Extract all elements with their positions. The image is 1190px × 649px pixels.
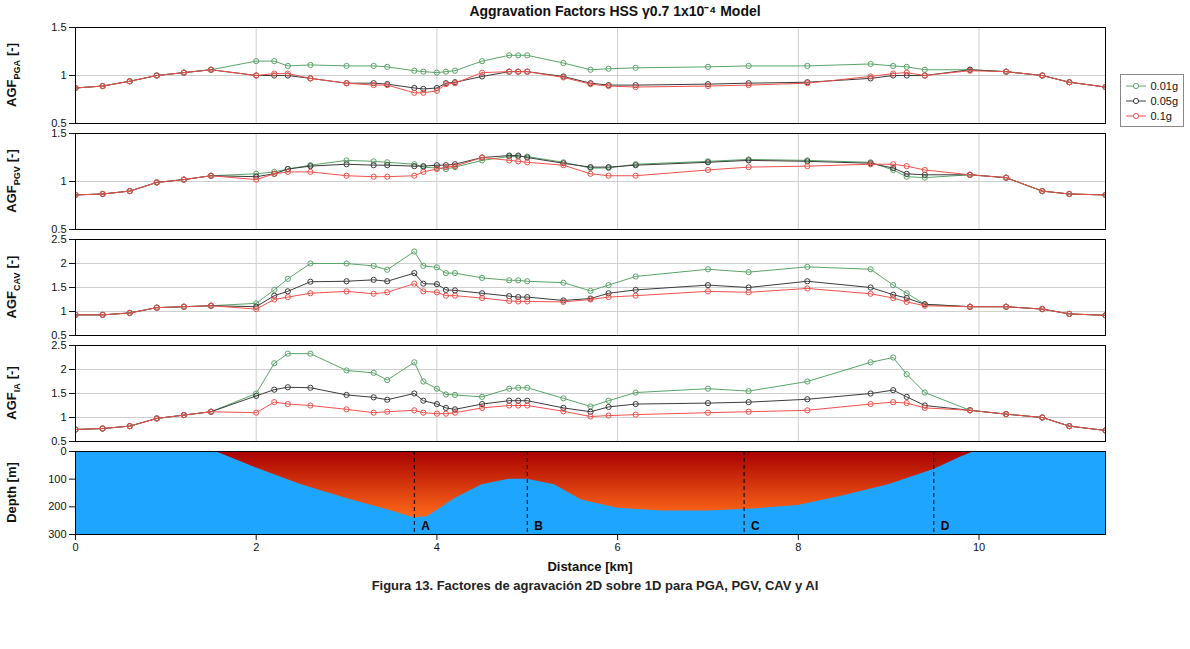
svg-text:0.5: 0.5	[51, 223, 66, 234]
svg-text:1: 1	[60, 69, 66, 81]
svg-text:2: 2	[60, 257, 66, 269]
svg-text:AGFPGA[-]: AGFPGA[-]	[4, 43, 22, 107]
svg-text:1.5: 1.5	[51, 128, 66, 139]
svg-text:C: C	[751, 519, 760, 533]
svg-text:2: 2	[253, 541, 259, 553]
svg-text:0.5: 0.5	[51, 117, 66, 128]
svg-text:AGFIA[-]: AGFIA[-]	[4, 366, 22, 419]
svg-text:1: 1	[60, 175, 66, 187]
svg-text:6: 6	[615, 541, 621, 553]
svg-text:2.5: 2.5	[51, 340, 66, 351]
svg-text:1: 1	[60, 305, 66, 317]
svg-text:1.5: 1.5	[51, 281, 66, 293]
svg-text:4: 4	[434, 541, 440, 553]
svg-text:8: 8	[795, 541, 801, 553]
svg-text:0.5: 0.5	[51, 329, 66, 340]
svg-text:D: D	[941, 519, 950, 533]
svg-text:200: 200	[48, 500, 66, 512]
svg-text:1.5: 1.5	[51, 22, 66, 33]
html-text:Aggravation Factors HSS γ0.7 1: Aggravation Factors HSS γ0.7 1x10⁻⁴ Mode…	[469, 3, 761, 19]
svg-text:1.5: 1.5	[51, 387, 66, 399]
svg-text:300: 300	[48, 528, 66, 540]
svg-text:1: 1	[60, 411, 66, 423]
svg-text:2.5: 2.5	[51, 234, 66, 245]
html-text:0.01g: 0.01g	[1150, 79, 1178, 92]
svg-text:0: 0	[72, 541, 78, 553]
svg-text:0: 0	[60, 446, 66, 457]
svg-text:2: 2	[60, 363, 66, 375]
svg-text:100: 100	[48, 473, 66, 485]
svg-text:B: B	[534, 519, 543, 533]
svg-text:0.5: 0.5	[51, 435, 66, 446]
svg-text:AGFCAV[-]: AGFCAV[-]	[4, 256, 22, 319]
html-text:0.1g: 0.1g	[1150, 109, 1172, 122]
svg-text:10: 10	[973, 541, 985, 553]
svg-text:Distance [km]: Distance [km]	[547, 559, 632, 574]
svg-text:AGFPGV[-]: AGFPGV[-]	[4, 149, 22, 212]
svg-text:A: A	[421, 519, 430, 533]
html-text:0.05g: 0.05g	[1150, 94, 1178, 107]
svg-text:Depth [m]: Depth [m]	[4, 462, 19, 523]
html-text:Figura 13. Factores de agravac: Figura 13. Factores de agravación 2D sob…	[371, 578, 819, 593]
